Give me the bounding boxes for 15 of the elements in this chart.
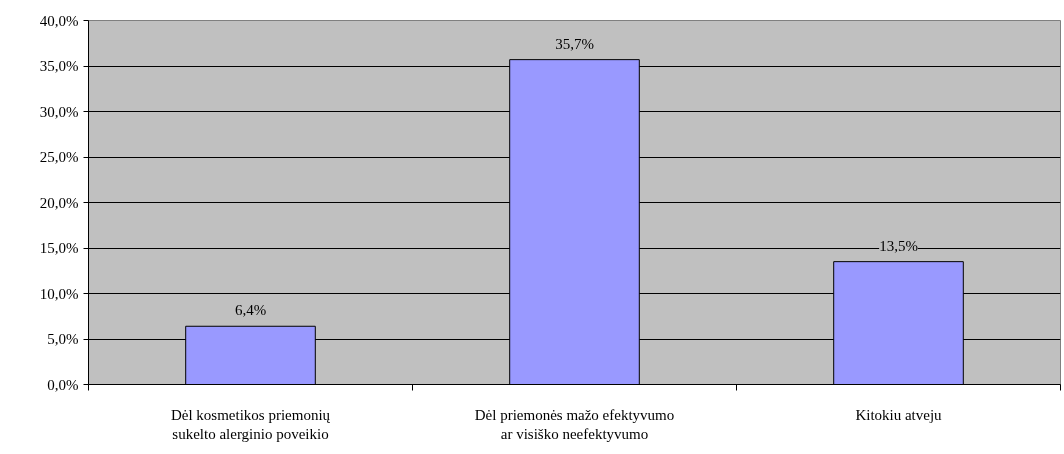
y-tick-label: 15,0% (39, 240, 79, 256)
data-label: 6,4% (234, 302, 267, 319)
y-tick-label: 25,0% (39, 149, 79, 165)
y-tick-label: 10,0% (39, 285, 79, 302)
y-tick-label: 35,0% (39, 58, 79, 74)
data-label: 35,7% (555, 35, 594, 52)
y-tick-label: 40,0% (39, 12, 79, 29)
x-tick-label: Dėl priemonės mažo efektyvumo ar visiško neefektyvumo (474, 406, 675, 442)
y-tick-label: 20,0% (39, 194, 79, 211)
x-tick-label: Kitokiu atveju (855, 406, 943, 423)
data-label: 13,5% (879, 237, 918, 254)
x-tick-label: Dėl kosmetikos priemonių sukelto alerginio poveikio (170, 406, 331, 442)
y-tick-label: 0,0% (47, 376, 79, 393)
y-tick-label: 30,0% (39, 103, 79, 120)
y-tick-label: 5,0% (47, 331, 79, 347)
